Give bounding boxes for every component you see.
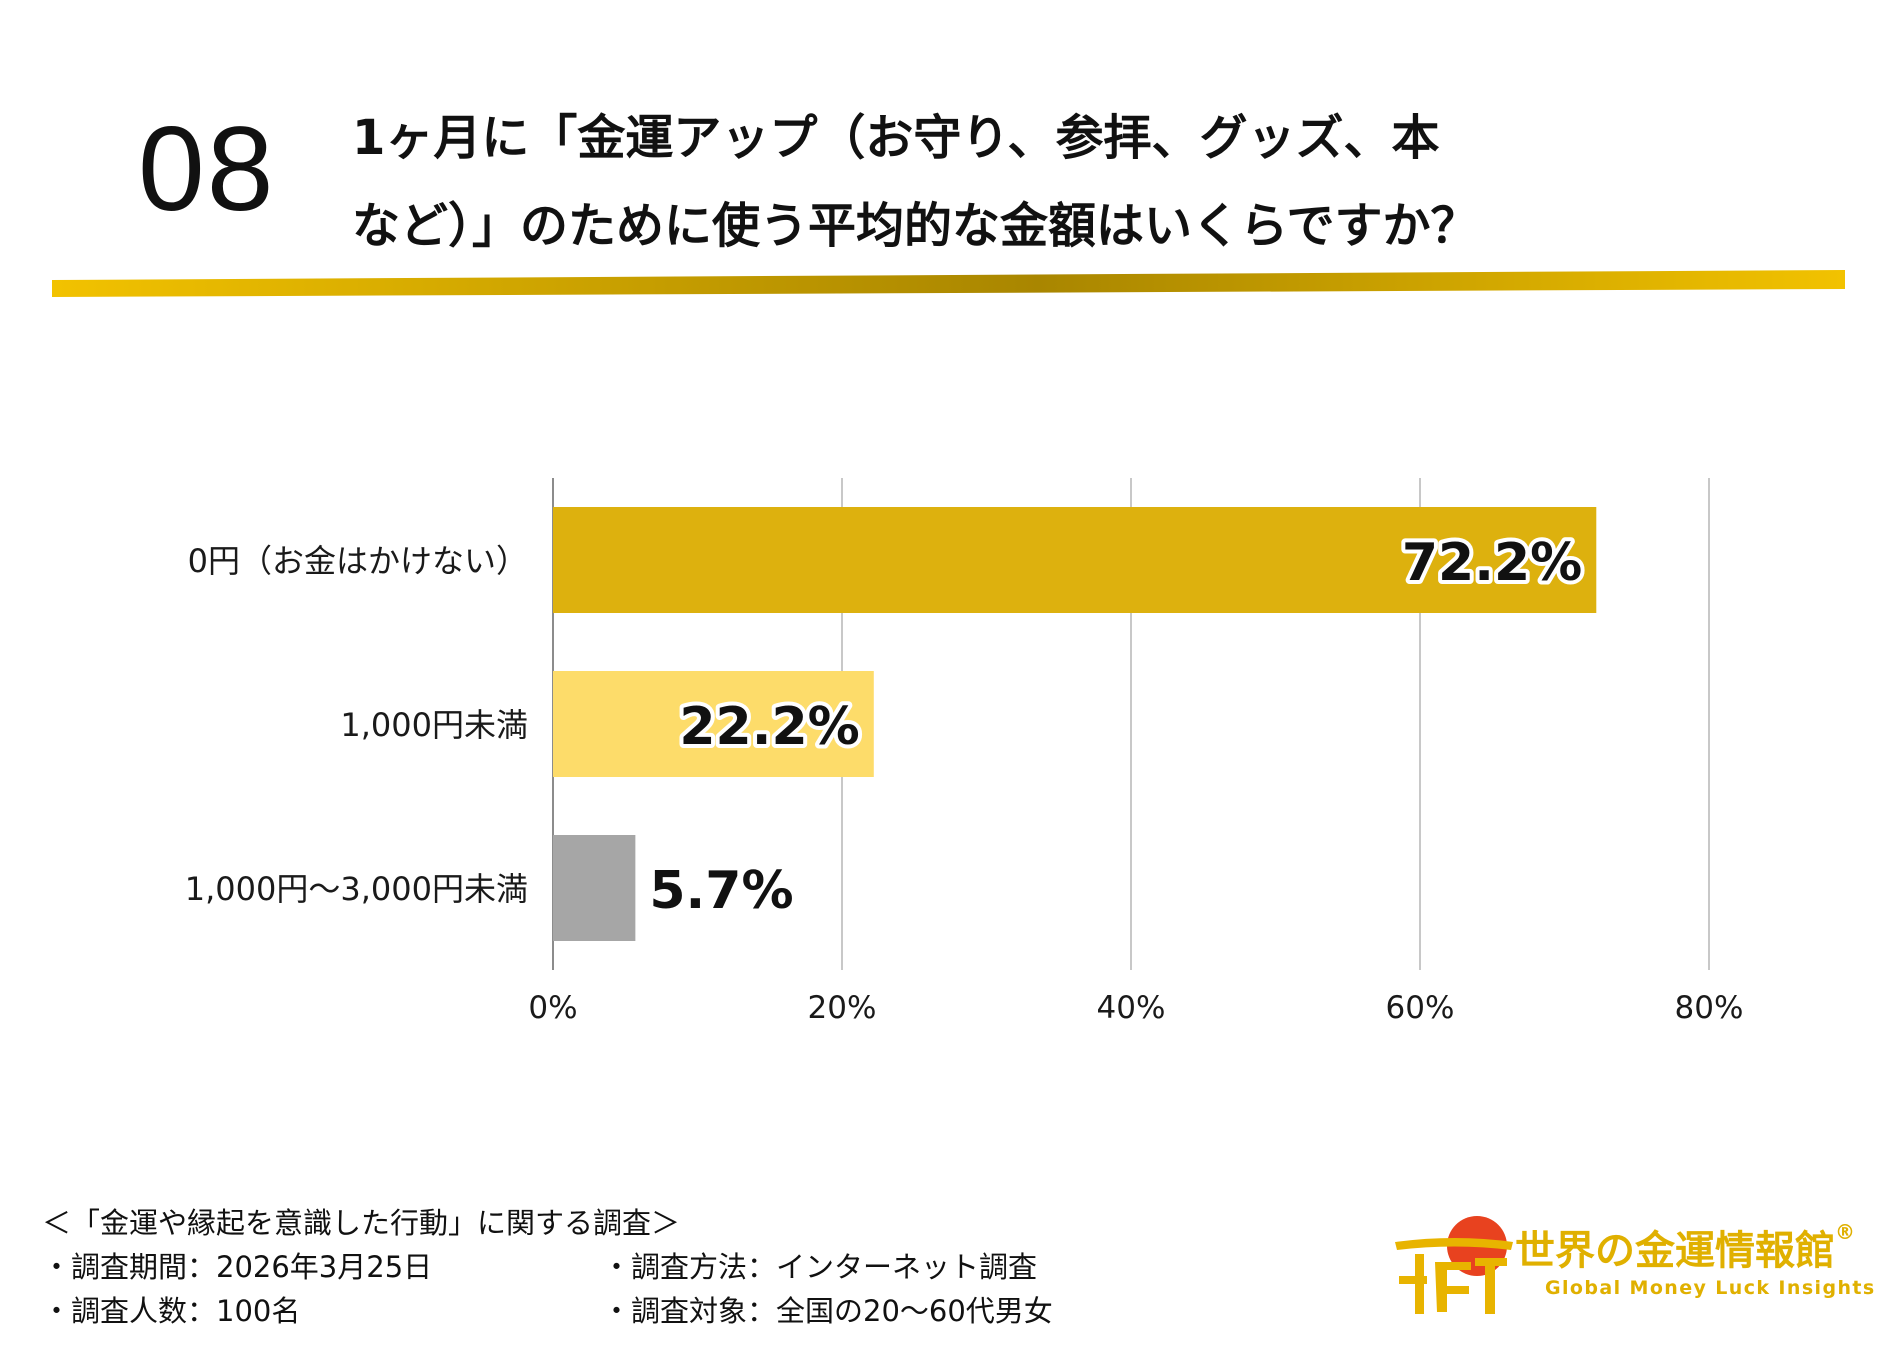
brand-name-text: 世界の金運情報館 <box>1515 1228 1835 1274</box>
survey-method: ・調査方法：インターネット調査 <box>602 1250 1038 1284</box>
question-title: 1ヶ月に「金運アップ（お守り、参拝、グッズ、本 など）」のために使う平均的な金額… <box>352 94 1752 270</box>
x-tick-label: 20% <box>808 990 877 1026</box>
x-tick-label: 40% <box>1097 990 1166 1026</box>
survey-target: ・調査対象：全国の20〜60代男女 <box>602 1294 1053 1328</box>
x-tick-label: 0% <box>528 990 577 1026</box>
survey-respondents: ・調査人数：100名 <box>42 1294 301 1328</box>
x-tick-label: 80% <box>1675 990 1744 1026</box>
category-label: 0円（お金はかけない） <box>188 542 528 580</box>
value-label: 72.2% <box>1402 533 1582 593</box>
title-underline <box>52 270 1845 297</box>
category-label: 1,000円未満 <box>340 706 528 744</box>
brand-tagline: Global Money Luck Insights <box>1545 1277 1876 1299</box>
value-label: 22.2% <box>679 697 859 757</box>
x-tick-label: 60% <box>1386 990 1455 1026</box>
registered-mark: ® <box>1835 1220 1855 1244</box>
question-title-line-2: など）」のために使う平均的な金額はいくらですか？ <box>352 198 1479 254</box>
bar-2 <box>553 835 636 941</box>
bar-0 <box>553 507 1597 613</box>
survey-period: ・調査期間：2026年3月25日 <box>42 1250 433 1284</box>
bar-1 <box>553 671 874 777</box>
bar-chart: 0% 20% 40% 60% 80% 0円（お金はかけない） 72.2% 1,000円未満 22… <box>185 478 1744 1026</box>
question-number: 08 <box>138 102 276 236</box>
value-label: 5.7% <box>649 861 793 921</box>
question-title-line-1: 1ヶ月に「金運アップ（お守り、参拝、グッズ、本 <box>352 110 1440 166</box>
category-label: 1,000円〜3,000円未満 <box>185 870 528 908</box>
torii-kanji-logo-icon <box>1395 1216 1513 1314</box>
survey-title: ＜「金運や縁起を意識した行動」に関する調査＞ <box>42 1206 681 1240</box>
brand-name: 世界の金運情報館® <box>1515 1218 1855 1276</box>
